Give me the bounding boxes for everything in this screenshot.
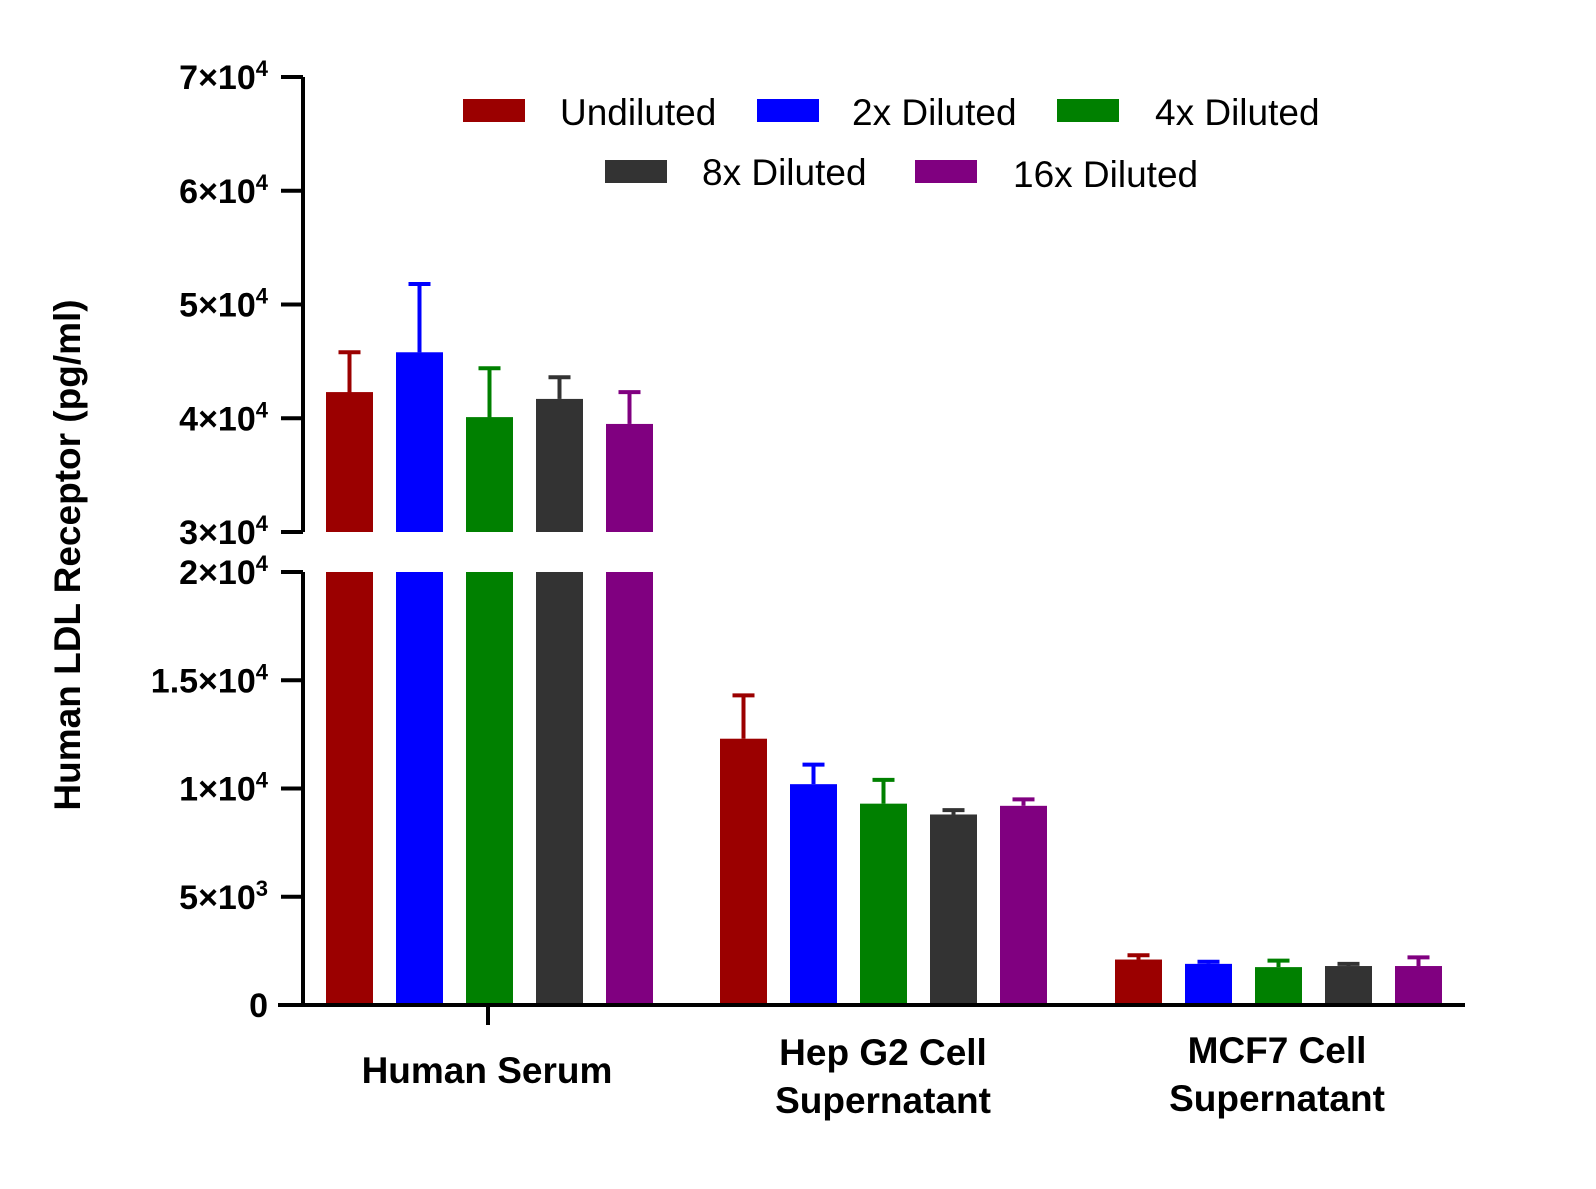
bar bbox=[1325, 966, 1372, 1005]
legend-swatch bbox=[915, 160, 977, 183]
chart-legend: Undiluted 2x Diluted 4x Diluted 8x Diluted 1… bbox=[463, 92, 1320, 195]
x-category-label: Supernatant bbox=[1169, 1078, 1385, 1119]
bar bbox=[1115, 959, 1162, 1005]
bar bbox=[1395, 966, 1442, 1005]
y-tick-label: 0 bbox=[249, 987, 268, 1025]
legend-swatch bbox=[463, 99, 525, 122]
x-category-label: Hep G2 Cell bbox=[779, 1032, 987, 1073]
legend-label: Undiluted bbox=[560, 92, 716, 133]
bar bbox=[860, 803, 907, 1005]
bar bbox=[1185, 963, 1232, 1005]
y-tick-label: 1.5×104 bbox=[151, 659, 269, 700]
legend-swatch bbox=[1057, 99, 1119, 122]
y-tick-label: 7×104 bbox=[179, 56, 269, 97]
legend-swatch bbox=[757, 99, 819, 122]
bar bbox=[466, 572, 513, 1005]
legend-label: 16x Diluted bbox=[1013, 154, 1198, 195]
bars-group bbox=[326, 282, 1442, 1005]
bar bbox=[790, 784, 837, 1005]
x-category-label: MCF7 Cell bbox=[1188, 1030, 1367, 1071]
x-category-label: Supernatant bbox=[775, 1080, 991, 1121]
y-tick-label: 1×104 bbox=[179, 768, 269, 809]
legend-swatch bbox=[605, 160, 667, 183]
y-tick-label: 4×104 bbox=[179, 397, 269, 438]
y-tick-label: 6×104 bbox=[179, 170, 269, 211]
bar bbox=[1000, 805, 1047, 1005]
x-category-label: Human Serum bbox=[362, 1050, 613, 1091]
y-tick-label: 5×103 bbox=[179, 876, 268, 917]
bar bbox=[606, 572, 653, 1005]
bar bbox=[536, 572, 583, 1005]
bar bbox=[396, 572, 443, 1005]
bar bbox=[720, 738, 767, 1005]
legend-label: 2x Diluted bbox=[852, 92, 1017, 133]
y-axis-label: Human LDL Receptor (pg/ml) bbox=[47, 299, 88, 810]
bar bbox=[930, 814, 977, 1005]
legend-label: 8x Diluted bbox=[702, 152, 867, 193]
bar bbox=[326, 572, 373, 1005]
y-tick-label: 3×104 bbox=[179, 511, 269, 552]
bar bbox=[1255, 967, 1302, 1005]
legend-label: 4x Diluted bbox=[1155, 92, 1320, 133]
y-tick-label: 5×104 bbox=[179, 284, 269, 325]
y-tick-label: 2×104 bbox=[179, 551, 269, 592]
